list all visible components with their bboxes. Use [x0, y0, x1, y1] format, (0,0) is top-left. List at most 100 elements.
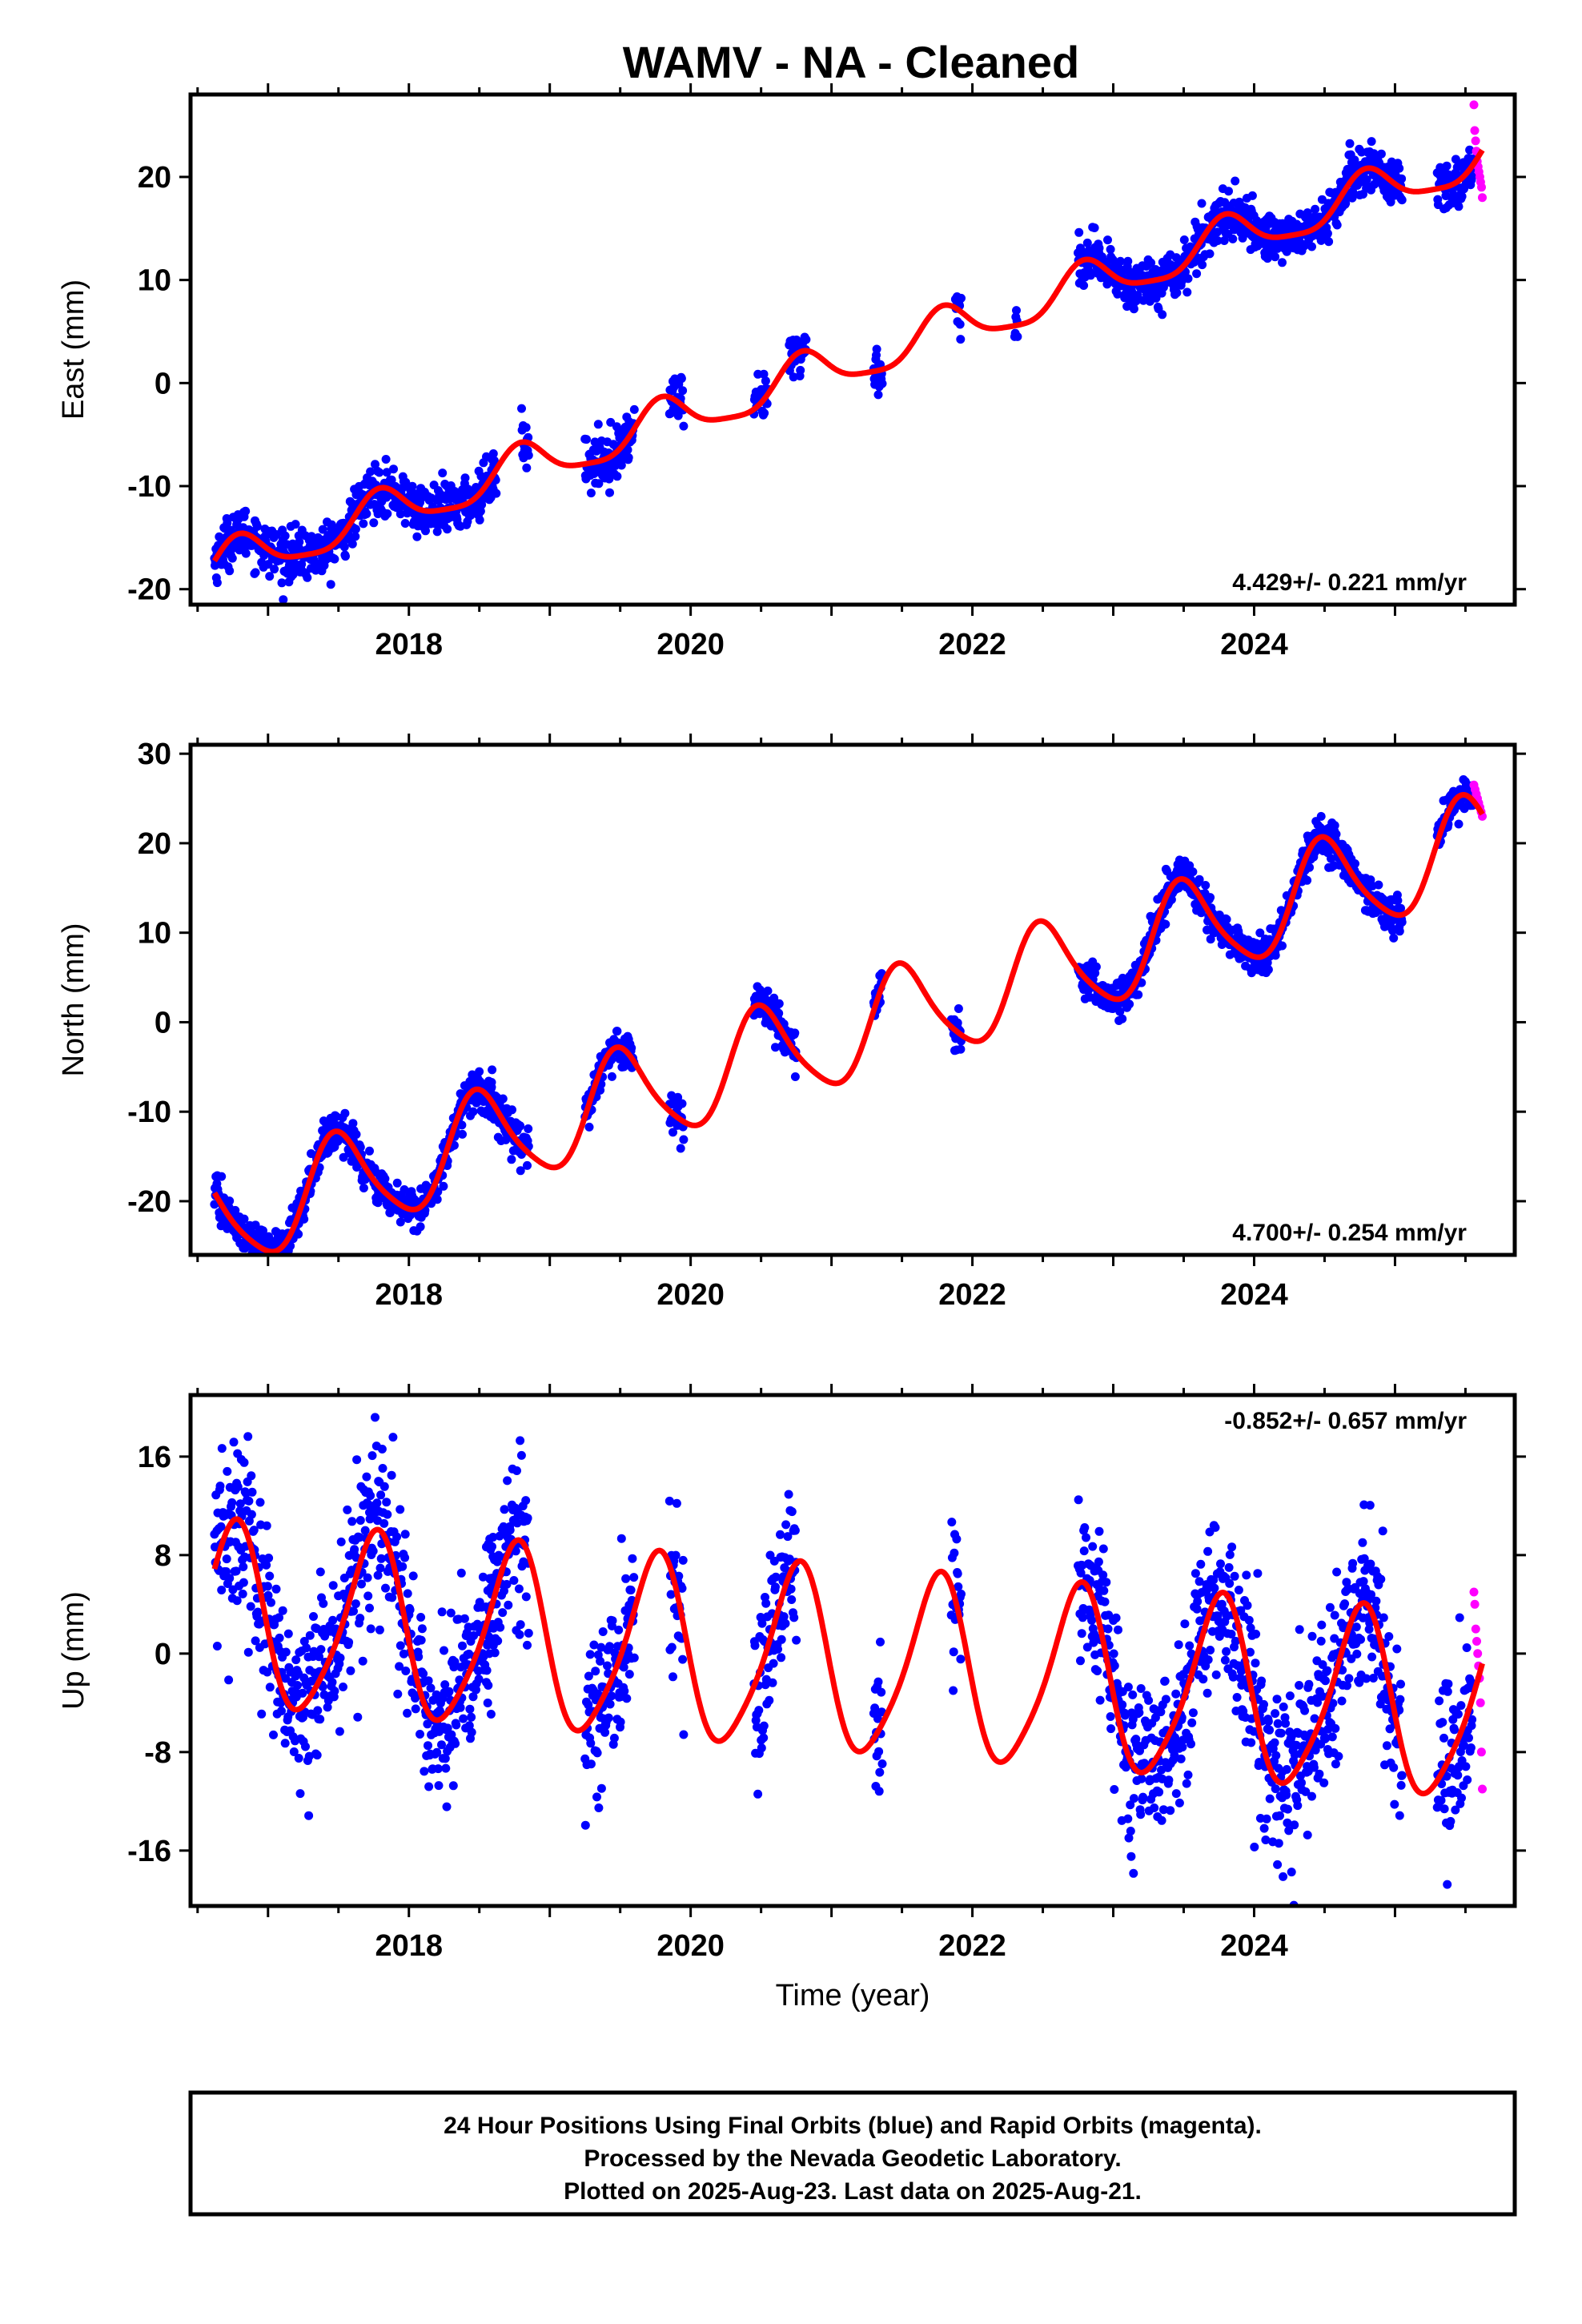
north-final-point — [359, 1184, 368, 1192]
north-final-point — [1374, 880, 1383, 890]
up-final-point — [371, 1413, 379, 1422]
north-final-point — [225, 1196, 235, 1206]
up-final-point — [514, 1584, 524, 1594]
up-final-point — [1196, 1559, 1206, 1569]
up-final-point — [1301, 1787, 1311, 1796]
up-final-point — [378, 1464, 387, 1473]
up-final-point — [596, 1783, 606, 1793]
north-final-point — [769, 993, 779, 1003]
up-final-point — [298, 1688, 307, 1698]
up-final-point — [584, 1671, 593, 1681]
up-final-point — [677, 1583, 687, 1593]
east-final-point — [1442, 161, 1452, 171]
up-final-point — [1185, 1641, 1195, 1651]
up-final-point — [586, 1739, 596, 1748]
east-frame — [188, 92, 1517, 607]
up-final-point — [1106, 1724, 1116, 1734]
east-final-point — [295, 537, 304, 547]
east-data — [210, 100, 1487, 605]
up-final-point — [1079, 1546, 1089, 1556]
east-final-point — [1271, 252, 1280, 262]
east-final-point — [1113, 289, 1122, 299]
up-final-point — [401, 1667, 411, 1675]
east-final-point — [1197, 199, 1207, 208]
up-final-point — [1279, 1702, 1288, 1711]
east-final-point — [330, 554, 339, 564]
up-final-point — [1317, 1620, 1327, 1630]
up-final-point — [787, 1507, 797, 1517]
east-final-point — [277, 578, 287, 588]
north-final-point — [1166, 895, 1176, 904]
east-final-point — [492, 489, 501, 498]
north-final-point — [679, 1135, 689, 1144]
north-final-point — [1395, 927, 1404, 936]
up-final-point — [366, 1491, 375, 1501]
up-final-point — [1156, 1707, 1166, 1717]
north-final-point — [457, 1120, 467, 1130]
up-final-point — [787, 1595, 797, 1604]
up-final-point — [1193, 1597, 1203, 1606]
up-final-point — [247, 1471, 256, 1481]
up-final-point — [217, 1444, 227, 1454]
up-final-point — [379, 1518, 389, 1528]
up-final-point — [387, 1470, 396, 1480]
east-final-point — [801, 335, 811, 344]
up-final-point — [1191, 1569, 1200, 1578]
up-final-point — [257, 1709, 267, 1719]
north-ytick-label: 0 — [155, 1006, 171, 1039]
north-frame — [188, 742, 1517, 1257]
east-final-point — [1103, 235, 1112, 245]
up-final-point — [1270, 1738, 1279, 1747]
east-final-point — [1094, 243, 1104, 253]
up-final-point — [1206, 1646, 1215, 1655]
up-final-point — [375, 1563, 385, 1573]
up-final-point — [1150, 1803, 1159, 1812]
up-final-point — [1098, 1570, 1108, 1580]
up-final-point — [235, 1499, 245, 1509]
up-final-point — [231, 1566, 241, 1576]
up-final-point — [622, 1694, 632, 1703]
up-final-point — [1171, 1689, 1181, 1699]
north-final-point — [677, 1099, 687, 1108]
north-final-point — [458, 1129, 467, 1139]
east-final-point — [1457, 191, 1467, 201]
up-final-point — [1203, 1655, 1213, 1664]
east-final-point — [796, 365, 805, 375]
up-final-point — [1328, 1699, 1338, 1708]
up-final-point — [1247, 1738, 1256, 1747]
east-final-point — [1376, 149, 1386, 159]
up-final-point — [1134, 1708, 1144, 1718]
north-final-point — [217, 1172, 227, 1181]
up-final-point — [424, 1676, 433, 1686]
north-final-point — [524, 1124, 533, 1133]
east-final-point — [1228, 234, 1238, 243]
up-final-point — [523, 1640, 532, 1650]
east-final-point — [1082, 238, 1092, 247]
up-final-point — [1195, 1577, 1204, 1586]
up-final-point — [414, 1652, 424, 1662]
up-final-point — [784, 1490, 793, 1499]
up-final-point — [1279, 1872, 1288, 1881]
up-final-point — [393, 1689, 403, 1699]
east-xtick-label: 2024 — [1220, 628, 1288, 661]
up-final-point — [408, 1571, 418, 1581]
east-final-point — [1224, 187, 1233, 196]
east-xtick-label: 2020 — [656, 628, 725, 661]
up-final-point — [355, 1533, 364, 1542]
up-final-point — [484, 1632, 493, 1642]
up-final-point — [511, 1546, 520, 1556]
up-final-point — [620, 1687, 629, 1696]
up-final-point — [305, 1630, 315, 1640]
up-final-point — [1282, 1765, 1291, 1774]
north-final-point — [1201, 881, 1211, 890]
east-final-point — [955, 320, 965, 329]
east-final-point — [1367, 137, 1376, 147]
up-final-point — [395, 1662, 404, 1671]
up-final-point — [355, 1516, 365, 1525]
east-ytick-label: 10 — [138, 264, 171, 298]
up-final-point — [239, 1578, 248, 1587]
up-final-point — [504, 1600, 513, 1610]
up-final-point — [1304, 1679, 1314, 1689]
east-final-point — [1350, 155, 1359, 165]
